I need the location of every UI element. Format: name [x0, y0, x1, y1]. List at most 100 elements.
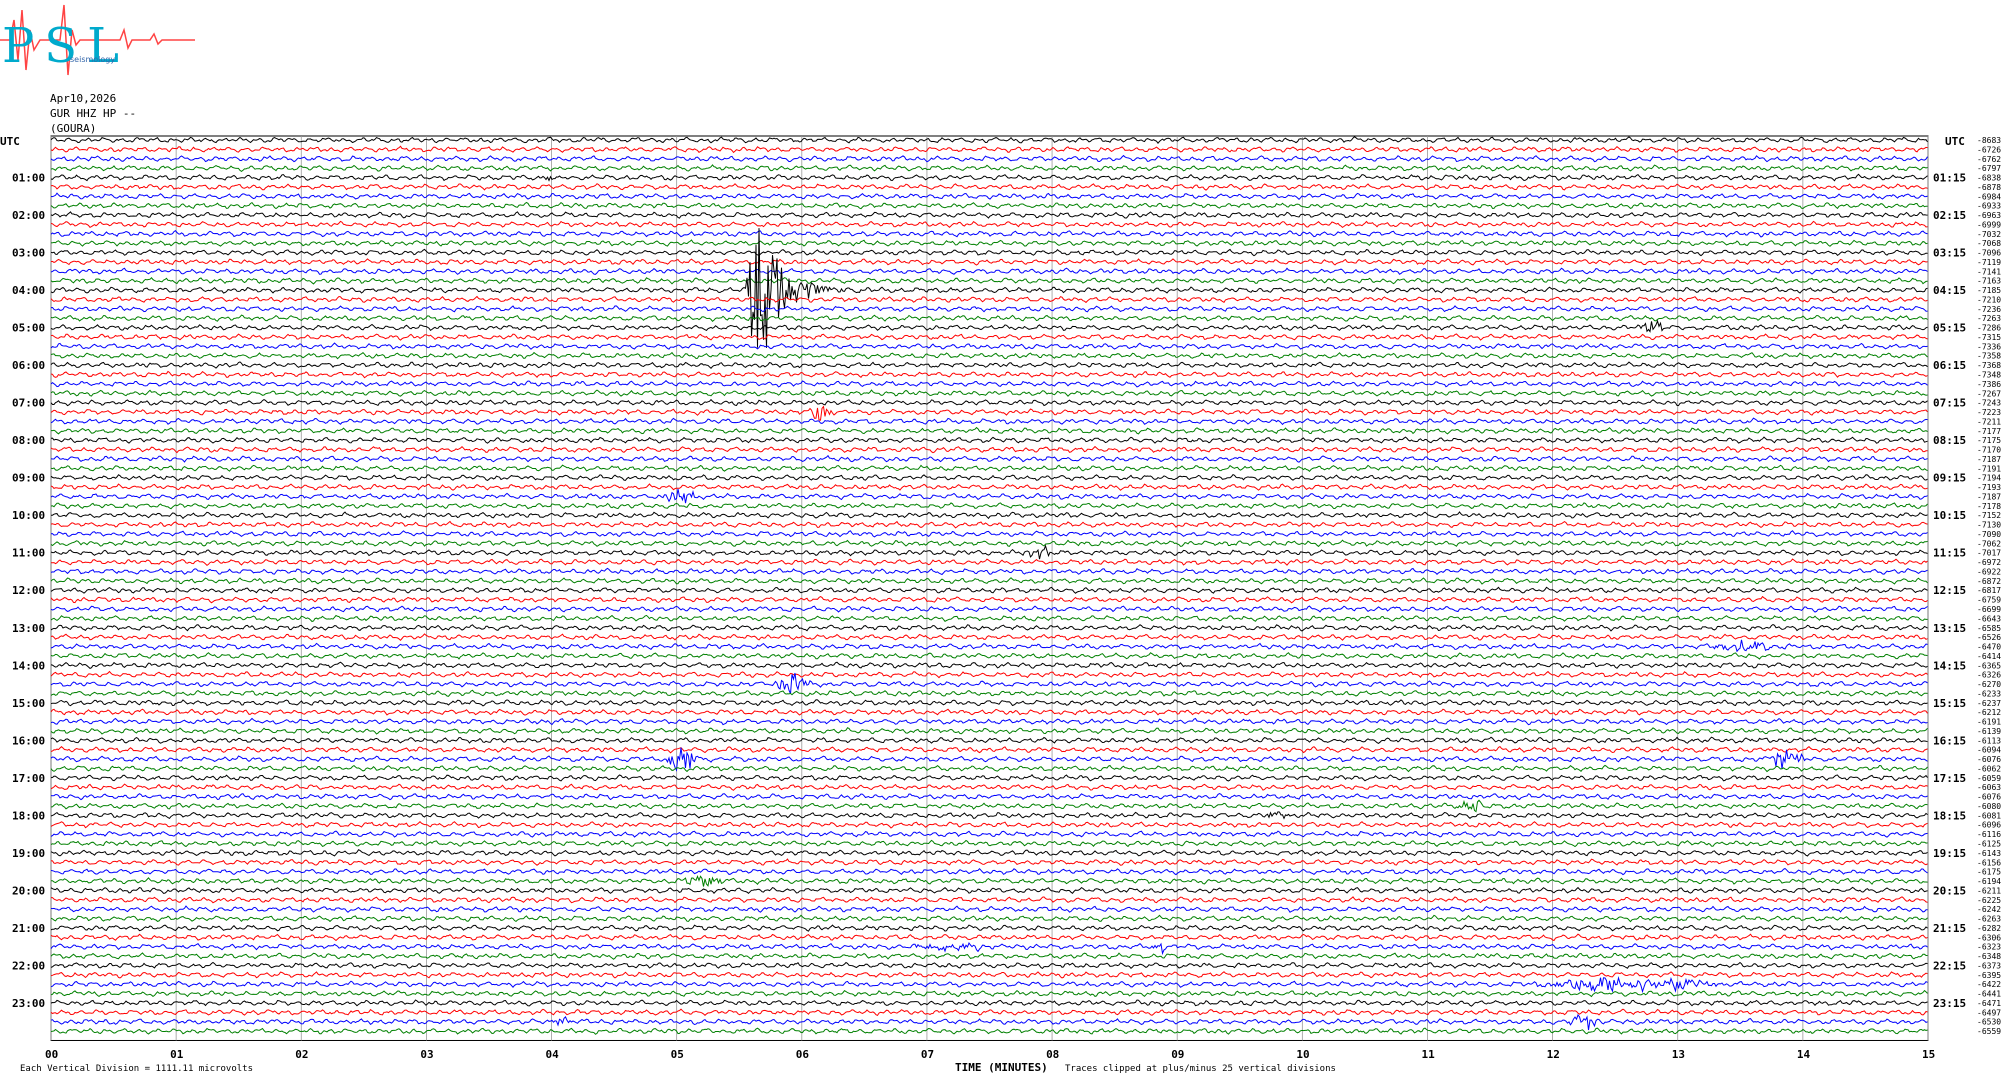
right-value-label: -7210: [1977, 295, 2001, 304]
trace-row: [50, 136, 1928, 145]
right-value-label: -6395: [1977, 971, 2001, 980]
right-hour-label: 04:15: [1933, 284, 1966, 297]
trace-row: [50, 793, 1928, 801]
left-hour-label: 04:00: [12, 284, 45, 297]
trace-row: [50, 614, 1928, 623]
trace-row: [50, 370, 1928, 379]
left-hour-label: 23:00: [12, 997, 45, 1010]
trace-row: [50, 192, 1928, 200]
right-value-label: -6963: [1977, 211, 2001, 220]
right-value-label: -7163: [1977, 277, 2001, 286]
right-value-label: -6699: [1977, 605, 2001, 614]
trace-row: [50, 183, 1928, 191]
trace-row: [50, 380, 1928, 388]
right-value-label: -7130: [1977, 521, 2001, 530]
x-tick-label: 00: [45, 1048, 58, 1061]
trace-row: [50, 1008, 1928, 1017]
x-tick-label: 04: [546, 1048, 560, 1061]
header-station: GUR HHZ HP --: [50, 107, 137, 120]
right-value-label: -6530: [1977, 1018, 2001, 1027]
right-value-label: -6348: [1977, 952, 2001, 961]
x-tick-label: 02: [295, 1048, 308, 1061]
left-hour-label: 05:00: [12, 322, 45, 335]
trace-row: [50, 830, 1928, 838]
trace-row: [50, 886, 1928, 895]
right-value-label: -6270: [1977, 680, 2001, 689]
trace-row: [50, 914, 1928, 923]
trace-row: [50, 511, 1928, 520]
right-value-label: -7032: [1977, 230, 2001, 239]
right-value-label: -6838: [1977, 174, 2001, 183]
x-tick-label: 11: [1421, 1048, 1435, 1061]
trace-row: [50, 867, 1928, 876]
psl-logo: PSL seismology: [0, 4, 195, 76]
right-hour-label: 23:15: [1933, 997, 1966, 1010]
x-tick-label: 03: [420, 1048, 433, 1061]
trace-row: [50, 661, 1928, 669]
right-value-label: -6365: [1977, 661, 2001, 670]
right-value-label: -7286: [1977, 324, 2001, 333]
trace-row: [50, 976, 1928, 994]
trace-row: [50, 473, 1928, 482]
clip-note: Traces clipped at plus/minus 25 vertical…: [1065, 1064, 1336, 1074]
right-value-label: -6212: [1977, 708, 2001, 717]
left-hour-label: 09:00: [12, 472, 45, 485]
trace-row: [50, 228, 1928, 348]
trace-row: [50, 277, 1928, 285]
trace-row: [50, 941, 1928, 956]
right-value-label: -6470: [1977, 643, 2001, 652]
x-axis-label: TIME (MINUTES): [955, 1061, 1048, 1074]
trace-row: [50, 605, 1928, 613]
grid-layer: [50, 135, 1929, 1041]
x-tick-label: 12: [1547, 1048, 1560, 1061]
right-hour-label: 21:15: [1933, 922, 1966, 935]
right-value-label: -6062: [1977, 764, 2001, 773]
x-tick-label: 14: [1797, 1048, 1811, 1061]
trace-row: [50, 333, 1928, 341]
right-value-label: -7386: [1977, 380, 2001, 389]
trace-row: [50, 417, 1928, 426]
trace-row: [50, 708, 1928, 716]
right-hour-label: 20:15: [1933, 884, 1966, 897]
trace-row: [50, 342, 1928, 351]
right-hour-label: 13:15: [1933, 622, 1966, 635]
trace-row: [50, 258, 1928, 266]
right-value-label: -6113: [1977, 736, 2001, 745]
right-value-label: -6797: [1977, 164, 2001, 173]
logo-subtext: seismology: [70, 55, 115, 64]
left-hour-label: 11:00: [12, 547, 45, 560]
right-value-label: -6643: [1977, 614, 2001, 623]
right-hour-label: 14:15: [1933, 659, 1966, 672]
trace-row: [50, 672, 1928, 695]
trace-row: [50, 436, 1928, 444]
right-value-label: -6471: [1977, 999, 2001, 1008]
trace-row: [50, 1027, 1928, 1035]
right-value-label: -7368: [1977, 361, 2001, 370]
header-date: Apr10,2026: [50, 92, 117, 105]
trace-row: [50, 839, 1928, 848]
trace-row: [50, 586, 1928, 594]
right-hour-label: 09:15: [1933, 472, 1966, 485]
right-hour-label: 22:15: [1933, 959, 1966, 972]
right-value-label: -6414: [1977, 652, 2001, 661]
right-value-label: -6096: [1977, 821, 2001, 830]
trace-row: [50, 567, 1928, 576]
right-value-label: -6242: [1977, 905, 2001, 914]
right-value-label: -6559: [1977, 1027, 2001, 1036]
trace-row: [50, 933, 1928, 942]
left-hour-label: 18:00: [12, 809, 45, 822]
right-value-label: -6972: [1977, 558, 2001, 567]
trace-row: [50, 239, 1928, 247]
trace-row: [50, 539, 1928, 548]
trace-row: [50, 1013, 1928, 1031]
left-hour-label: 22:00: [12, 959, 45, 972]
trace-row: [50, 670, 1928, 679]
right-value-label: -7267: [1977, 389, 2001, 398]
right-value-label: -6225: [1977, 896, 2001, 905]
right-value-label: -7178: [1977, 502, 2001, 511]
right-value-label: -6116: [1977, 830, 2001, 839]
right-value-label: -6999: [1977, 220, 2001, 229]
right-value-label: -7187: [1977, 492, 2001, 501]
trace-row: [50, 745, 1928, 754]
trace-row: [50, 145, 1928, 154]
